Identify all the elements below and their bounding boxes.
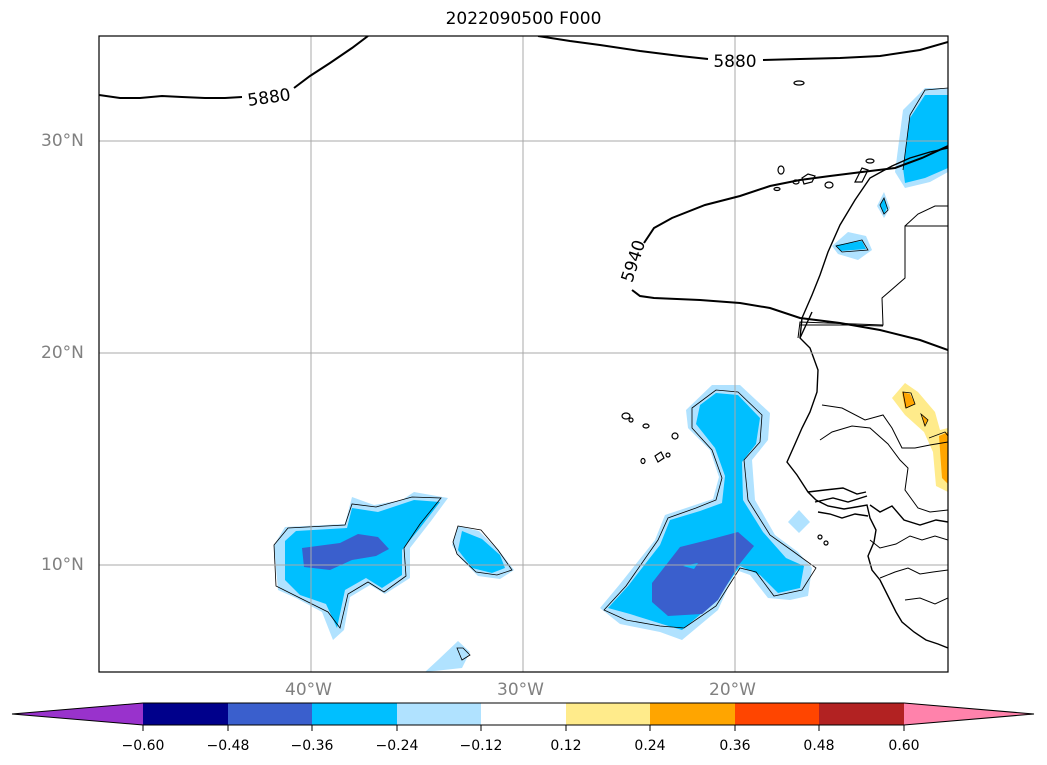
map-title: 2022090500 F000 (445, 9, 602, 29)
colorbar-tick-label: −0.60 (121, 738, 165, 754)
coastlines (786, 147, 948, 649)
map-frame (98, 35, 949, 673)
colorbar-extend-max (904, 703, 1034, 725)
anomaly-fill-negative (274, 88, 948, 672)
colorbar-tick-label: −0.24 (375, 738, 419, 754)
gridlines (99, 36, 948, 672)
lat-label-10n: 10°N (41, 555, 84, 575)
lon-label-40w: 40°W (285, 680, 332, 700)
lon-label-20w: 20°W (709, 680, 756, 700)
contour-label-5880-east: 5880 (713, 52, 756, 72)
colorbar-tick-label: 0.12 (550, 738, 582, 754)
lat-label-30n: 30°N (41, 131, 84, 151)
colorbar-tick-label: −0.36 (290, 738, 334, 754)
colorbar-tick-label: 0.48 (803, 738, 835, 754)
anomaly-outlines (273, 87, 948, 661)
colorbar-tick-label: 0.24 (634, 738, 666, 754)
colorbar-tick-label: −0.12 (459, 738, 503, 754)
colorbar-tick-label: −0.48 (206, 738, 250, 754)
country-borders (797, 205, 948, 605)
map-area: 5880 5880 5940 (99, 36, 948, 672)
colorbar-extend-min (12, 703, 143, 725)
lat-label-20n: 20°N (41, 343, 84, 363)
lon-label-30w: 30°W (497, 680, 544, 700)
height-contours (99, 36, 948, 351)
colorbar (11, 702, 1035, 731)
colorbar-tick-label: 0.60 (888, 738, 920, 754)
colorbar-tick-label: 0.36 (719, 738, 751, 754)
